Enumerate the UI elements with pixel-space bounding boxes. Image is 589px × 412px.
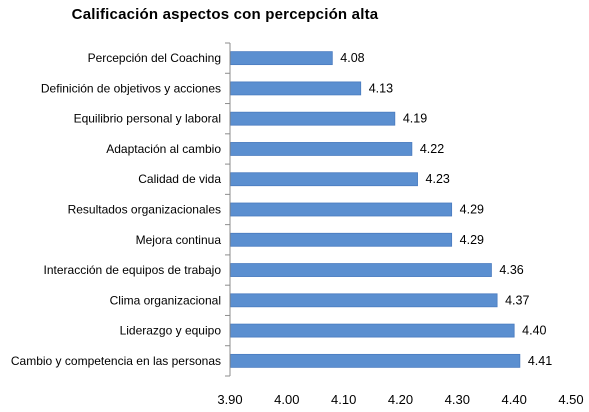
category-label: Resultados organizacionales (68, 203, 221, 217)
bar (230, 293, 498, 308)
x-tick-label: 4.20 (388, 392, 413, 407)
x-tick-label: 4.40 (502, 392, 527, 407)
category-label: Equilibrio personal y laboral (74, 112, 221, 126)
data-label: 4.37 (505, 293, 529, 307)
data-label: 4.36 (499, 263, 523, 277)
bar (230, 232, 453, 247)
category-label: Liderazgo y equipo (120, 324, 222, 338)
category-label: Clima organizacional (110, 293, 221, 307)
data-label: 4.19 (403, 112, 427, 126)
x-tick-label: 4.00 (274, 392, 299, 407)
x-tick-label: 4.50 (558, 392, 583, 407)
bar (230, 323, 515, 338)
data-label: 4.13 (369, 81, 393, 95)
bar (230, 81, 362, 96)
category-label: Adaptación al cambio (106, 142, 221, 156)
bar (230, 172, 418, 187)
x-tick-label: 4.30 (445, 392, 470, 407)
bar (230, 111, 396, 126)
category-label: Interacción de equipos de trabajo (44, 263, 222, 277)
category-label: Calidad de vida (138, 172, 221, 186)
category-label: Definición de objetivos y acciones (41, 81, 221, 95)
data-label: 4.08 (340, 51, 364, 65)
data-label: 4.41 (528, 354, 552, 368)
bar (230, 51, 333, 66)
chart-title: Calificación aspectos con percepción alt… (71, 6, 379, 23)
category-label: Mejora continua (136, 233, 222, 247)
bar (230, 353, 521, 368)
category-label: Percepción del Coaching (88, 51, 221, 65)
bar (230, 142, 413, 156)
data-label: 4.22 (420, 142, 444, 156)
data-label: 4.40 (522, 324, 546, 338)
data-label: 4.29 (460, 233, 484, 247)
data-label: 4.29 (460, 203, 484, 217)
category-label: Cambio y competencia en las personas (11, 354, 221, 368)
bar (230, 202, 453, 217)
x-tick-label: 3.90 (217, 392, 242, 407)
data-label: 4.23 (426, 172, 450, 186)
x-tick-label: 4.10 (331, 392, 356, 407)
bar (230, 263, 492, 277)
